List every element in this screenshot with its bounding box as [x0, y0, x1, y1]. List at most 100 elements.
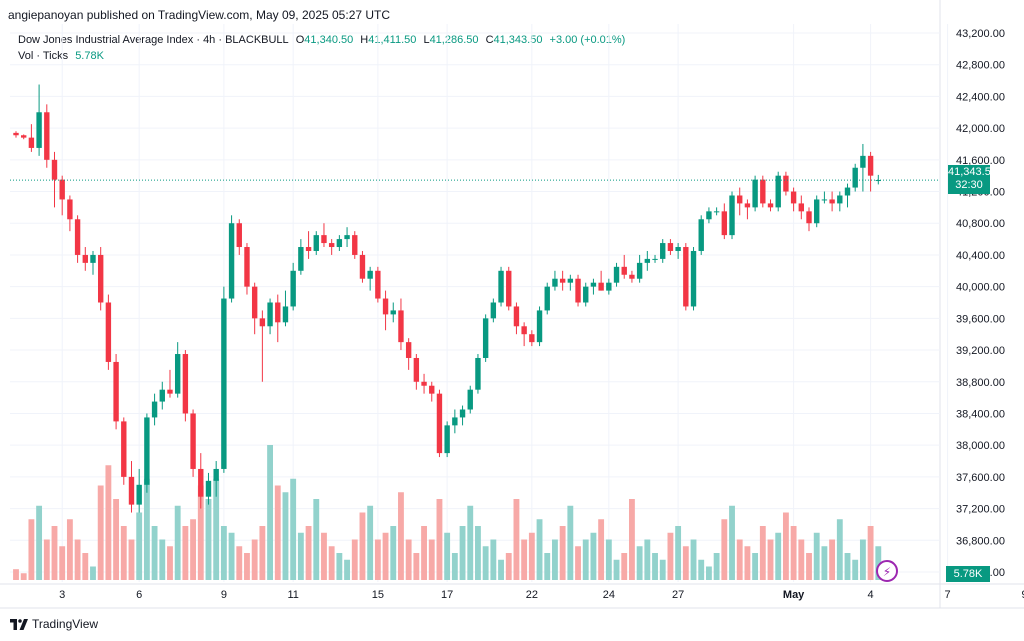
candle-body — [328, 243, 335, 248]
candle-body — [28, 137, 35, 148]
volume-bar — [636, 546, 643, 580]
candle-body — [282, 306, 289, 323]
low-value: 41,286.50 — [429, 34, 479, 46]
volume-bar — [490, 539, 497, 580]
candle-body — [567, 278, 574, 283]
volume-bar — [328, 546, 335, 580]
candle-body — [67, 199, 73, 220]
volume-bar — [290, 478, 297, 580]
volume-bar — [321, 532, 327, 580]
candle-body — [575, 278, 581, 303]
volume-bar — [336, 553, 343, 580]
candle-body — [590, 282, 597, 287]
volume-bar — [729, 505, 735, 580]
volume-bar — [644, 539, 651, 580]
volume-bar — [852, 559, 859, 580]
candle-body — [174, 354, 181, 394]
tradingview-logo[interactable]: TradingView — [10, 617, 98, 631]
volume-bar — [213, 478, 220, 580]
change-value: +3.00 (+0.01%) — [549, 34, 626, 46]
candle-body — [513, 306, 520, 327]
volume-bar — [421, 526, 427, 580]
volume-bar — [90, 566, 96, 580]
volume-bar — [251, 539, 258, 580]
volume-bar — [398, 492, 404, 580]
candle-body — [875, 180, 881, 182]
last-price-label: 41,343.50 32:30 — [948, 165, 997, 194]
volume-bar — [482, 546, 489, 580]
volume-bar — [605, 539, 612, 580]
y-tick-label: 42,800.00 — [956, 60, 1005, 72]
volume-bar — [344, 559, 350, 580]
candle-body — [182, 354, 189, 414]
y-tick-label: 43,200.00 — [956, 28, 1005, 40]
y-tick-label: 40,400.00 — [956, 250, 1005, 262]
candle-body — [413, 357, 420, 382]
x-tick-label: 7 — [945, 589, 951, 601]
candle-body — [652, 258, 658, 260]
candle-body — [544, 286, 550, 311]
volume-bar — [598, 519, 605, 580]
candle-body — [74, 219, 81, 255]
volume-bar — [552, 539, 558, 580]
x-tick-label: 22 — [526, 589, 538, 601]
volume-bar — [744, 546, 751, 580]
volume-bar — [798, 539, 805, 580]
volume-bar — [582, 539, 589, 580]
volume-bar — [97, 485, 104, 580]
candle-body — [128, 476, 135, 505]
ohlc-legend: Dow Jones Industrial Average Index · 4h … — [18, 34, 629, 46]
y-tick-label: 38,000.00 — [956, 440, 1005, 452]
candle-body — [721, 211, 728, 236]
volume-bar — [590, 532, 597, 580]
candle-body — [113, 361, 119, 422]
candle-body — [36, 112, 42, 148]
volume-bar — [567, 505, 574, 580]
volume-bar — [405, 539, 412, 580]
candle-body — [305, 247, 312, 251]
candle-body — [105, 302, 112, 362]
candle-body — [729, 195, 735, 236]
bar-countdown: 32:30 — [955, 179, 983, 191]
volume-bar — [682, 546, 689, 580]
candle-body — [352, 235, 358, 255]
candle-body — [436, 393, 443, 454]
x-tick-label: 27 — [672, 589, 684, 601]
candle-body — [790, 191, 797, 204]
volume-value: 5.78K — [75, 50, 104, 62]
y-tick-label: 42,000.00 — [956, 123, 1005, 135]
candle-body — [275, 302, 281, 323]
volume-bar — [444, 532, 451, 580]
volume-bar — [652, 553, 658, 580]
tradingview-logo-icon — [10, 618, 28, 630]
lightning-icon[interactable]: ⚡ — [876, 560, 898, 582]
volume-bar — [436, 499, 443, 580]
volume-price-label: 5.78K — [946, 566, 990, 582]
candle-body — [621, 266, 627, 275]
volume-label[interactable]: Vol · Ticks — [18, 50, 69, 62]
volume-bar — [174, 505, 181, 580]
volume-legend: Vol · Ticks 5.78K — [18, 50, 108, 62]
y-tick-label: 39,600.00 — [956, 313, 1005, 325]
symbol-title[interactable]: Dow Jones Industrial Average Index · 4h … — [18, 34, 289, 46]
volume-bar — [82, 553, 89, 580]
volume-bar — [659, 559, 666, 580]
candle-body — [221, 298, 227, 469]
candle-body — [752, 179, 758, 208]
volume-bar — [752, 553, 759, 580]
volume-bar — [675, 526, 682, 580]
candle-body — [321, 235, 327, 244]
candle-body — [606, 282, 612, 291]
volume-bar — [736, 539, 743, 580]
volume-bar — [536, 519, 543, 580]
volume-bar — [575, 546, 581, 580]
volume-bar — [297, 532, 304, 580]
candle-body — [21, 135, 27, 138]
candle-body — [536, 310, 543, 343]
x-tick-label: 6 — [136, 589, 142, 601]
low-label: L41,286.50 — [423, 34, 479, 46]
volume-bar — [475, 526, 481, 580]
candle-body — [267, 302, 273, 327]
